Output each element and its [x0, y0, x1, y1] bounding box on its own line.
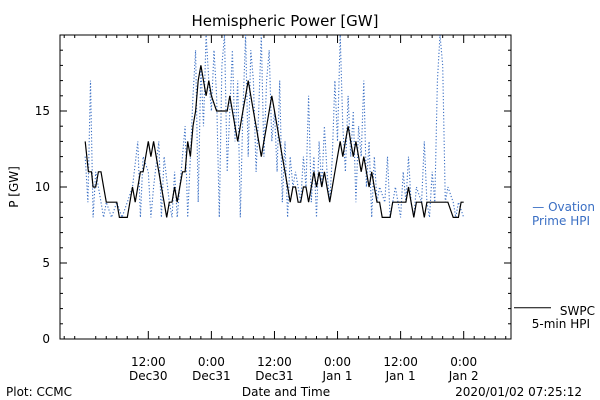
y-tick-label: 10	[35, 180, 50, 194]
x-tick-time-label: 0:00	[324, 355, 351, 369]
legend-ovation-line1: — Ovation	[532, 200, 595, 214]
footer-plot-credit: Plot: CCMC	[6, 385, 72, 399]
x-tick-time-label: 12:00	[131, 355, 166, 369]
legend-swpc-line1: SWPC	[560, 304, 595, 318]
x-tick-date-label: Dec31	[255, 369, 294, 383]
x-tick-time-label: 0:00	[450, 355, 477, 369]
chart-title: Hemispheric Power [GW]	[192, 12, 379, 30]
y-axis-ticks: 0 5 10 15	[35, 34, 511, 346]
x-tick-date-label: Dec30	[129, 369, 168, 383]
x-axis-label: Date and Time	[242, 385, 330, 399]
x-tick-time-label: 12:00	[257, 355, 292, 369]
x-tick-date-label: Jan 2	[448, 369, 479, 383]
footer-timestamp: 2020/01/02 07:25:12	[455, 385, 582, 399]
y-tick-label: 5	[42, 256, 50, 270]
series-layer	[84, 34, 465, 220]
x-tick-date-label: Dec31	[192, 369, 231, 383]
y-tick-label: 15	[35, 104, 50, 118]
ovation-prime-series-line	[84, 34, 465, 220]
legend-ovation-line2: Prime HPI	[532, 214, 590, 228]
y-axis-label: P [GW]	[7, 166, 21, 208]
x-tick-time-label: 0:00	[198, 355, 225, 369]
x-tick-date-label: Jan 1	[385, 369, 416, 383]
y-tick-label: 0	[42, 332, 50, 346]
x-tick-date-label: Jan 1	[322, 369, 353, 383]
swpc-series-line	[84, 65, 464, 218]
legend-swpc-line2: 5-min HPI	[532, 317, 590, 331]
x-tick-time-label: 12:00	[383, 355, 418, 369]
